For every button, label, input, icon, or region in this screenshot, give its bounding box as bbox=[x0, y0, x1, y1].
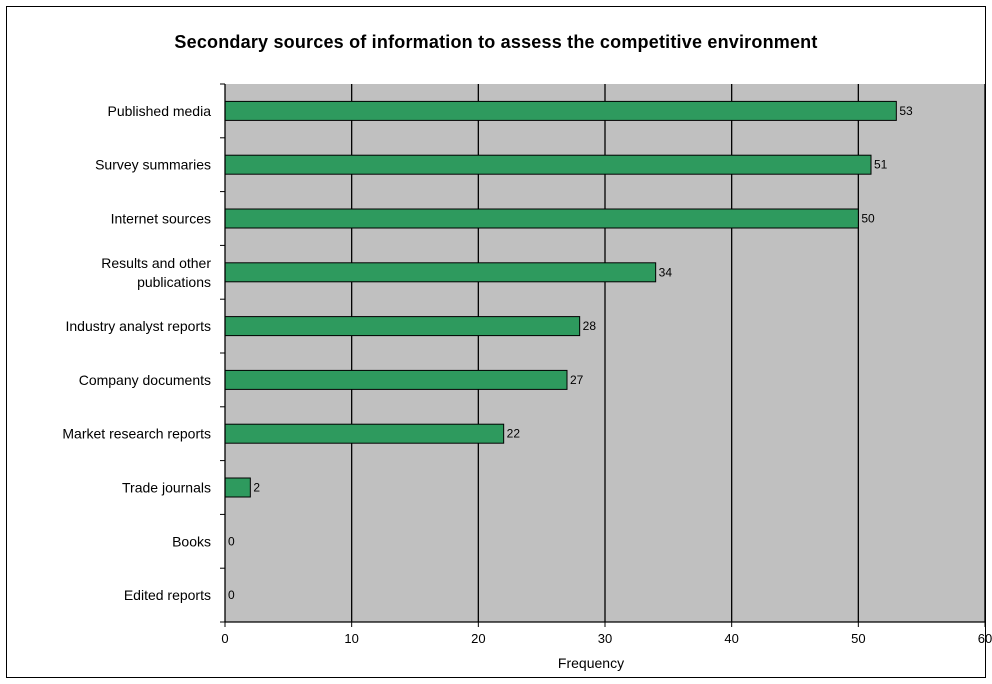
category-label: Trade journals bbox=[122, 480, 211, 496]
category-label: Company documents bbox=[79, 372, 211, 388]
value-label: 50 bbox=[861, 212, 875, 226]
bar bbox=[224, 154, 872, 175]
bar bbox=[224, 262, 657, 283]
bar bbox=[224, 316, 581, 337]
value-label: 51 bbox=[874, 158, 888, 172]
category-label: Industry analyst reports bbox=[65, 318, 211, 334]
category-label: Market research reports bbox=[62, 426, 211, 442]
value-label: 34 bbox=[659, 265, 673, 279]
bar bbox=[224, 208, 859, 229]
category-label: Results and other bbox=[101, 255, 211, 271]
category-label: publications bbox=[137, 274, 211, 290]
category-label: Survey summaries bbox=[95, 157, 211, 173]
value-label: 2 bbox=[253, 481, 260, 495]
x-tick-label: 20 bbox=[471, 631, 485, 646]
x-tick-label: 30 bbox=[598, 631, 612, 646]
category-label: Published media bbox=[107, 103, 211, 119]
value-label: 0 bbox=[228, 534, 235, 548]
bar bbox=[224, 423, 505, 444]
chart-title: Secondary sources of information to asse… bbox=[174, 32, 818, 52]
value-label: 22 bbox=[507, 427, 521, 441]
x-tick-label: 60 bbox=[978, 631, 992, 646]
x-tick-label: 40 bbox=[724, 631, 738, 646]
bar bbox=[224, 369, 568, 390]
x-tick-label: 0 bbox=[221, 631, 228, 646]
x-tick-label: 10 bbox=[344, 631, 358, 646]
bar bbox=[224, 477, 251, 498]
category-label: Edited reports bbox=[124, 587, 211, 603]
category-label: Books bbox=[172, 533, 211, 549]
x-axis-title: Frequency bbox=[558, 655, 624, 671]
value-label: 27 bbox=[570, 373, 584, 387]
value-label: 0 bbox=[228, 588, 235, 602]
category-label: Internet sources bbox=[111, 211, 211, 227]
value-label: 28 bbox=[583, 319, 597, 333]
bar bbox=[224, 100, 897, 121]
x-tick-label: 50 bbox=[851, 631, 865, 646]
value-label: 53 bbox=[899, 104, 913, 118]
